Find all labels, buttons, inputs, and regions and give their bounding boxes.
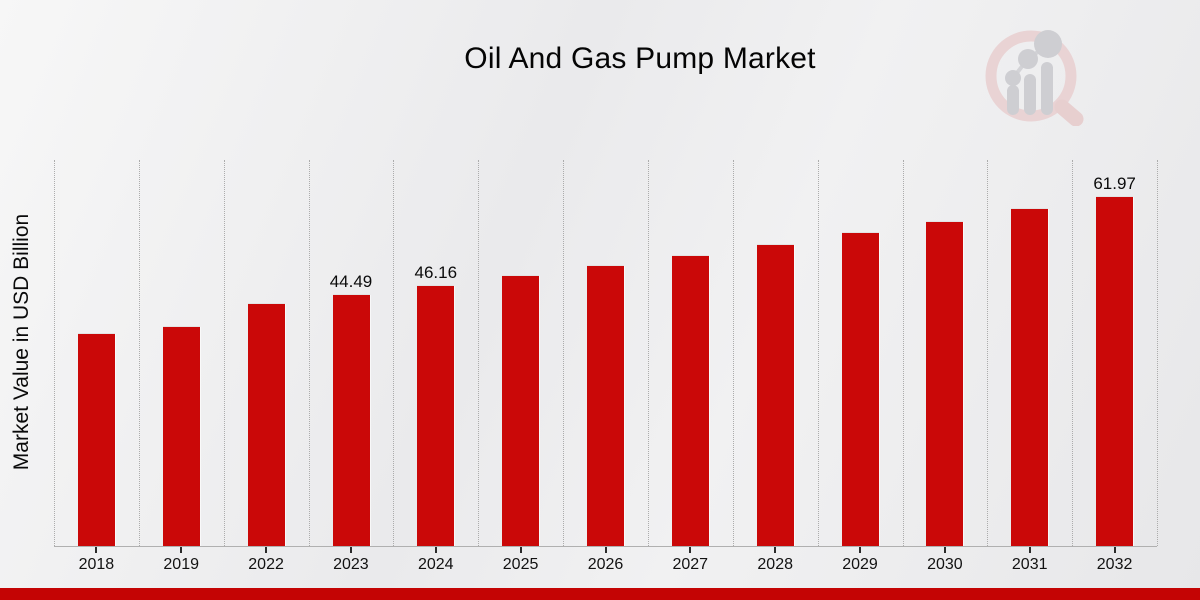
bar-2030	[926, 221, 964, 546]
vertical-gridline	[817, 160, 819, 546]
x-axis-label-2018: 2018	[78, 556, 115, 573]
bottom-red-strip	[0, 588, 1200, 600]
vertical-gridline	[1072, 160, 1074, 546]
x-axis-tick	[689, 547, 692, 553]
vertical-gridline	[393, 160, 395, 546]
y-axis-label: Market Value in USD Billion	[10, 213, 33, 471]
x-axis-tick	[350, 547, 352, 553]
data-label-2024: 46.16	[414, 262, 458, 282]
chart-title: Oil And Gas Pump Market	[464, 42, 816, 75]
x-axis-label-2019: 2019	[163, 556, 199, 573]
bar-2022	[247, 304, 285, 546]
vertical-gridline	[1157, 160, 1158, 546]
x-axis-label-2022: 2022	[248, 556, 284, 573]
x-axis-tick	[604, 547, 607, 553]
vertical-gridline	[223, 160, 225, 546]
x-axis-tick	[434, 547, 437, 553]
vertical-gridline	[54, 160, 55, 546]
x-axis-label-2032: 2032	[1096, 556, 1133, 573]
bar-2031	[1011, 209, 1049, 546]
vertical-gridline	[902, 160, 904, 546]
bar-2028	[756, 244, 794, 546]
bar-2032	[1096, 196, 1134, 546]
data-label-2032: 61.97	[1093, 173, 1136, 193]
x-axis-tick	[95, 547, 98, 553]
x-axis-label-2027: 2027	[672, 556, 709, 573]
x-axis-label-2030: 2030	[927, 556, 963, 573]
x-axis-tick	[774, 547, 777, 553]
vertical-gridline	[138, 160, 140, 546]
x-axis-label-2026: 2026	[587, 556, 624, 573]
x-axis-tick	[1113, 547, 1116, 553]
plot-area: 2018 2019 2022 44.49 2023 46.16 2024 2025 2026 20…	[54, 160, 1158, 573]
bar-2025	[502, 276, 540, 546]
bar-2027	[671, 255, 709, 546]
x-axis-label-2031: 2031	[1011, 556, 1048, 573]
bar-growth-icon	[1005, 30, 1062, 115]
x-axis-tick	[1028, 547, 1031, 553]
x-axis-tick	[180, 547, 183, 553]
x-axis-label-2025: 2025	[502, 556, 539, 573]
bar-2026	[587, 266, 624, 546]
vertical-gridline	[987, 160, 989, 546]
x-axis-label-2023: 2023	[333, 556, 369, 573]
x-axis-label-2029: 2029	[842, 556, 878, 573]
bar-2029	[841, 233, 879, 546]
x-axis-tick	[265, 547, 268, 553]
x-axis-tick	[859, 547, 861, 553]
x-axis-tick	[519, 547, 522, 553]
bar-2023	[332, 295, 370, 546]
vertical-gridline	[478, 160, 480, 546]
bar-2024	[417, 285, 455, 546]
x-axis-tick	[943, 547, 946, 553]
data-label-2023: 44.49	[329, 272, 373, 292]
vertical-gridline	[308, 160, 310, 546]
vertical-gridline	[732, 160, 734, 546]
vertical-gridline	[563, 160, 565, 546]
x-axis-label-2024: 2024	[417, 556, 454, 573]
x-axis-label-2028: 2028	[757, 556, 793, 573]
bar-2019	[162, 327, 200, 546]
bar-2018	[77, 333, 115, 546]
vertical-gridline	[647, 160, 649, 546]
magnifier-icon	[985, 30, 1084, 126]
market-research-watermark-logo	[985, 30, 1084, 126]
